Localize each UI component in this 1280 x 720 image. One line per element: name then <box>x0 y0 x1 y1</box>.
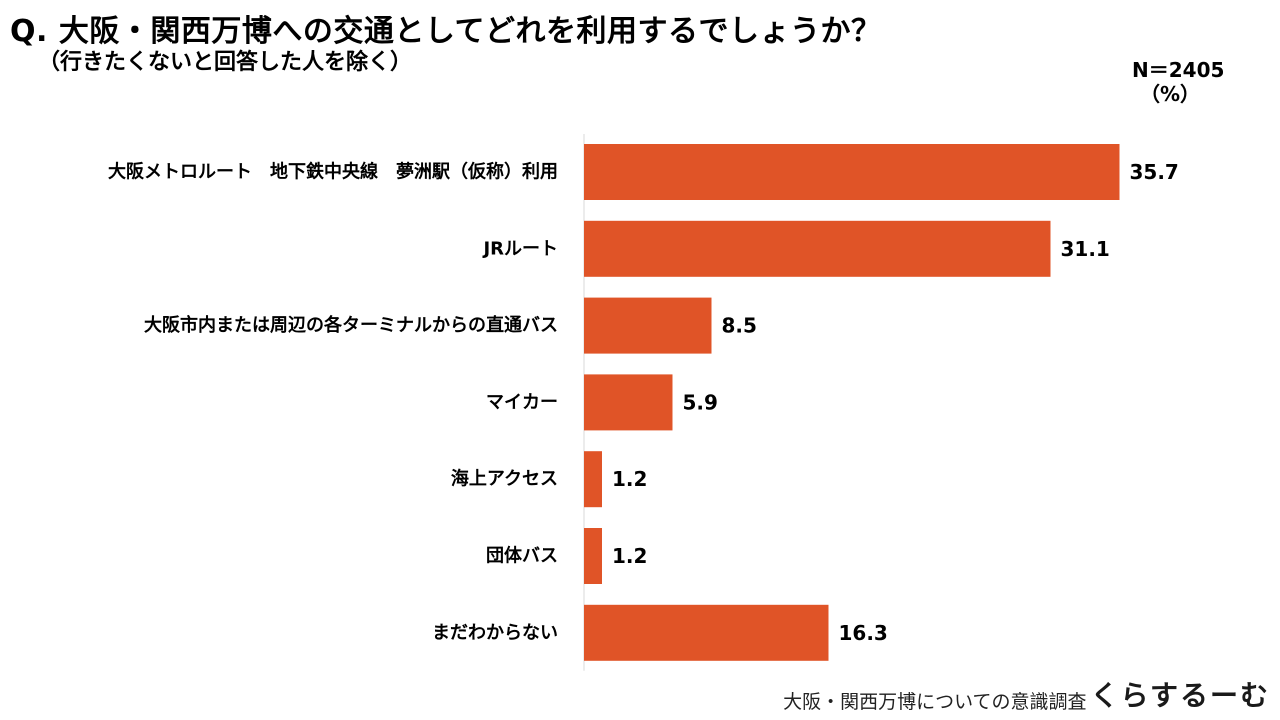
value-label-4: 1.2 <box>612 467 647 491</box>
bar-1 <box>584 220 1051 277</box>
bar-2 <box>584 297 712 354</box>
value-label-0: 35.7 <box>1130 160 1179 184</box>
bar-6 <box>584 604 829 661</box>
bar-4 <box>584 451 602 508</box>
sample-size-label: N＝2405 <box>1132 58 1225 82</box>
footer: 大阪・関西万博についての意識調査 くらするーむ <box>783 674 1270 714</box>
value-label-1: 31.1 <box>1061 237 1110 261</box>
bar-0 <box>584 144 1120 200</box>
chart-title: Q. 大阪・関西万博への交通としてどれを利用するでしょうか？ <box>10 14 882 49</box>
chart-subtitle: （行きたくないと回答した人を除く） <box>38 50 413 75</box>
category-label-3: マイカー <box>486 392 558 413</box>
value-label-3: 5.9 <box>683 390 718 414</box>
bar-3 <box>584 374 673 431</box>
category-label-4: 海上アクセス <box>451 468 558 490</box>
category-label-5: 団体バス <box>486 545 558 567</box>
category-label-0: 大阪メトロルート 地下鉄中央線 夢洲駅（仮称）利用 <box>108 161 558 183</box>
category-label-6: まだわからない <box>432 622 558 643</box>
unit-label: （%） <box>1140 82 1201 106</box>
value-label-2: 8.5 <box>722 314 757 338</box>
bar-5 <box>584 528 602 584</box>
footer-brand-logo: くらするーむ <box>1090 679 1270 712</box>
category-label-1: JRルート <box>481 238 558 259</box>
value-label-6: 16.3 <box>839 621 888 645</box>
value-label-5: 1.2 <box>612 544 647 568</box>
footer-survey-name: 大阪・関西万博についての意識調査 <box>783 691 1087 713</box>
category-label-2: 大阪市内または周辺の各ターミナルからの直通バス <box>144 314 558 336</box>
